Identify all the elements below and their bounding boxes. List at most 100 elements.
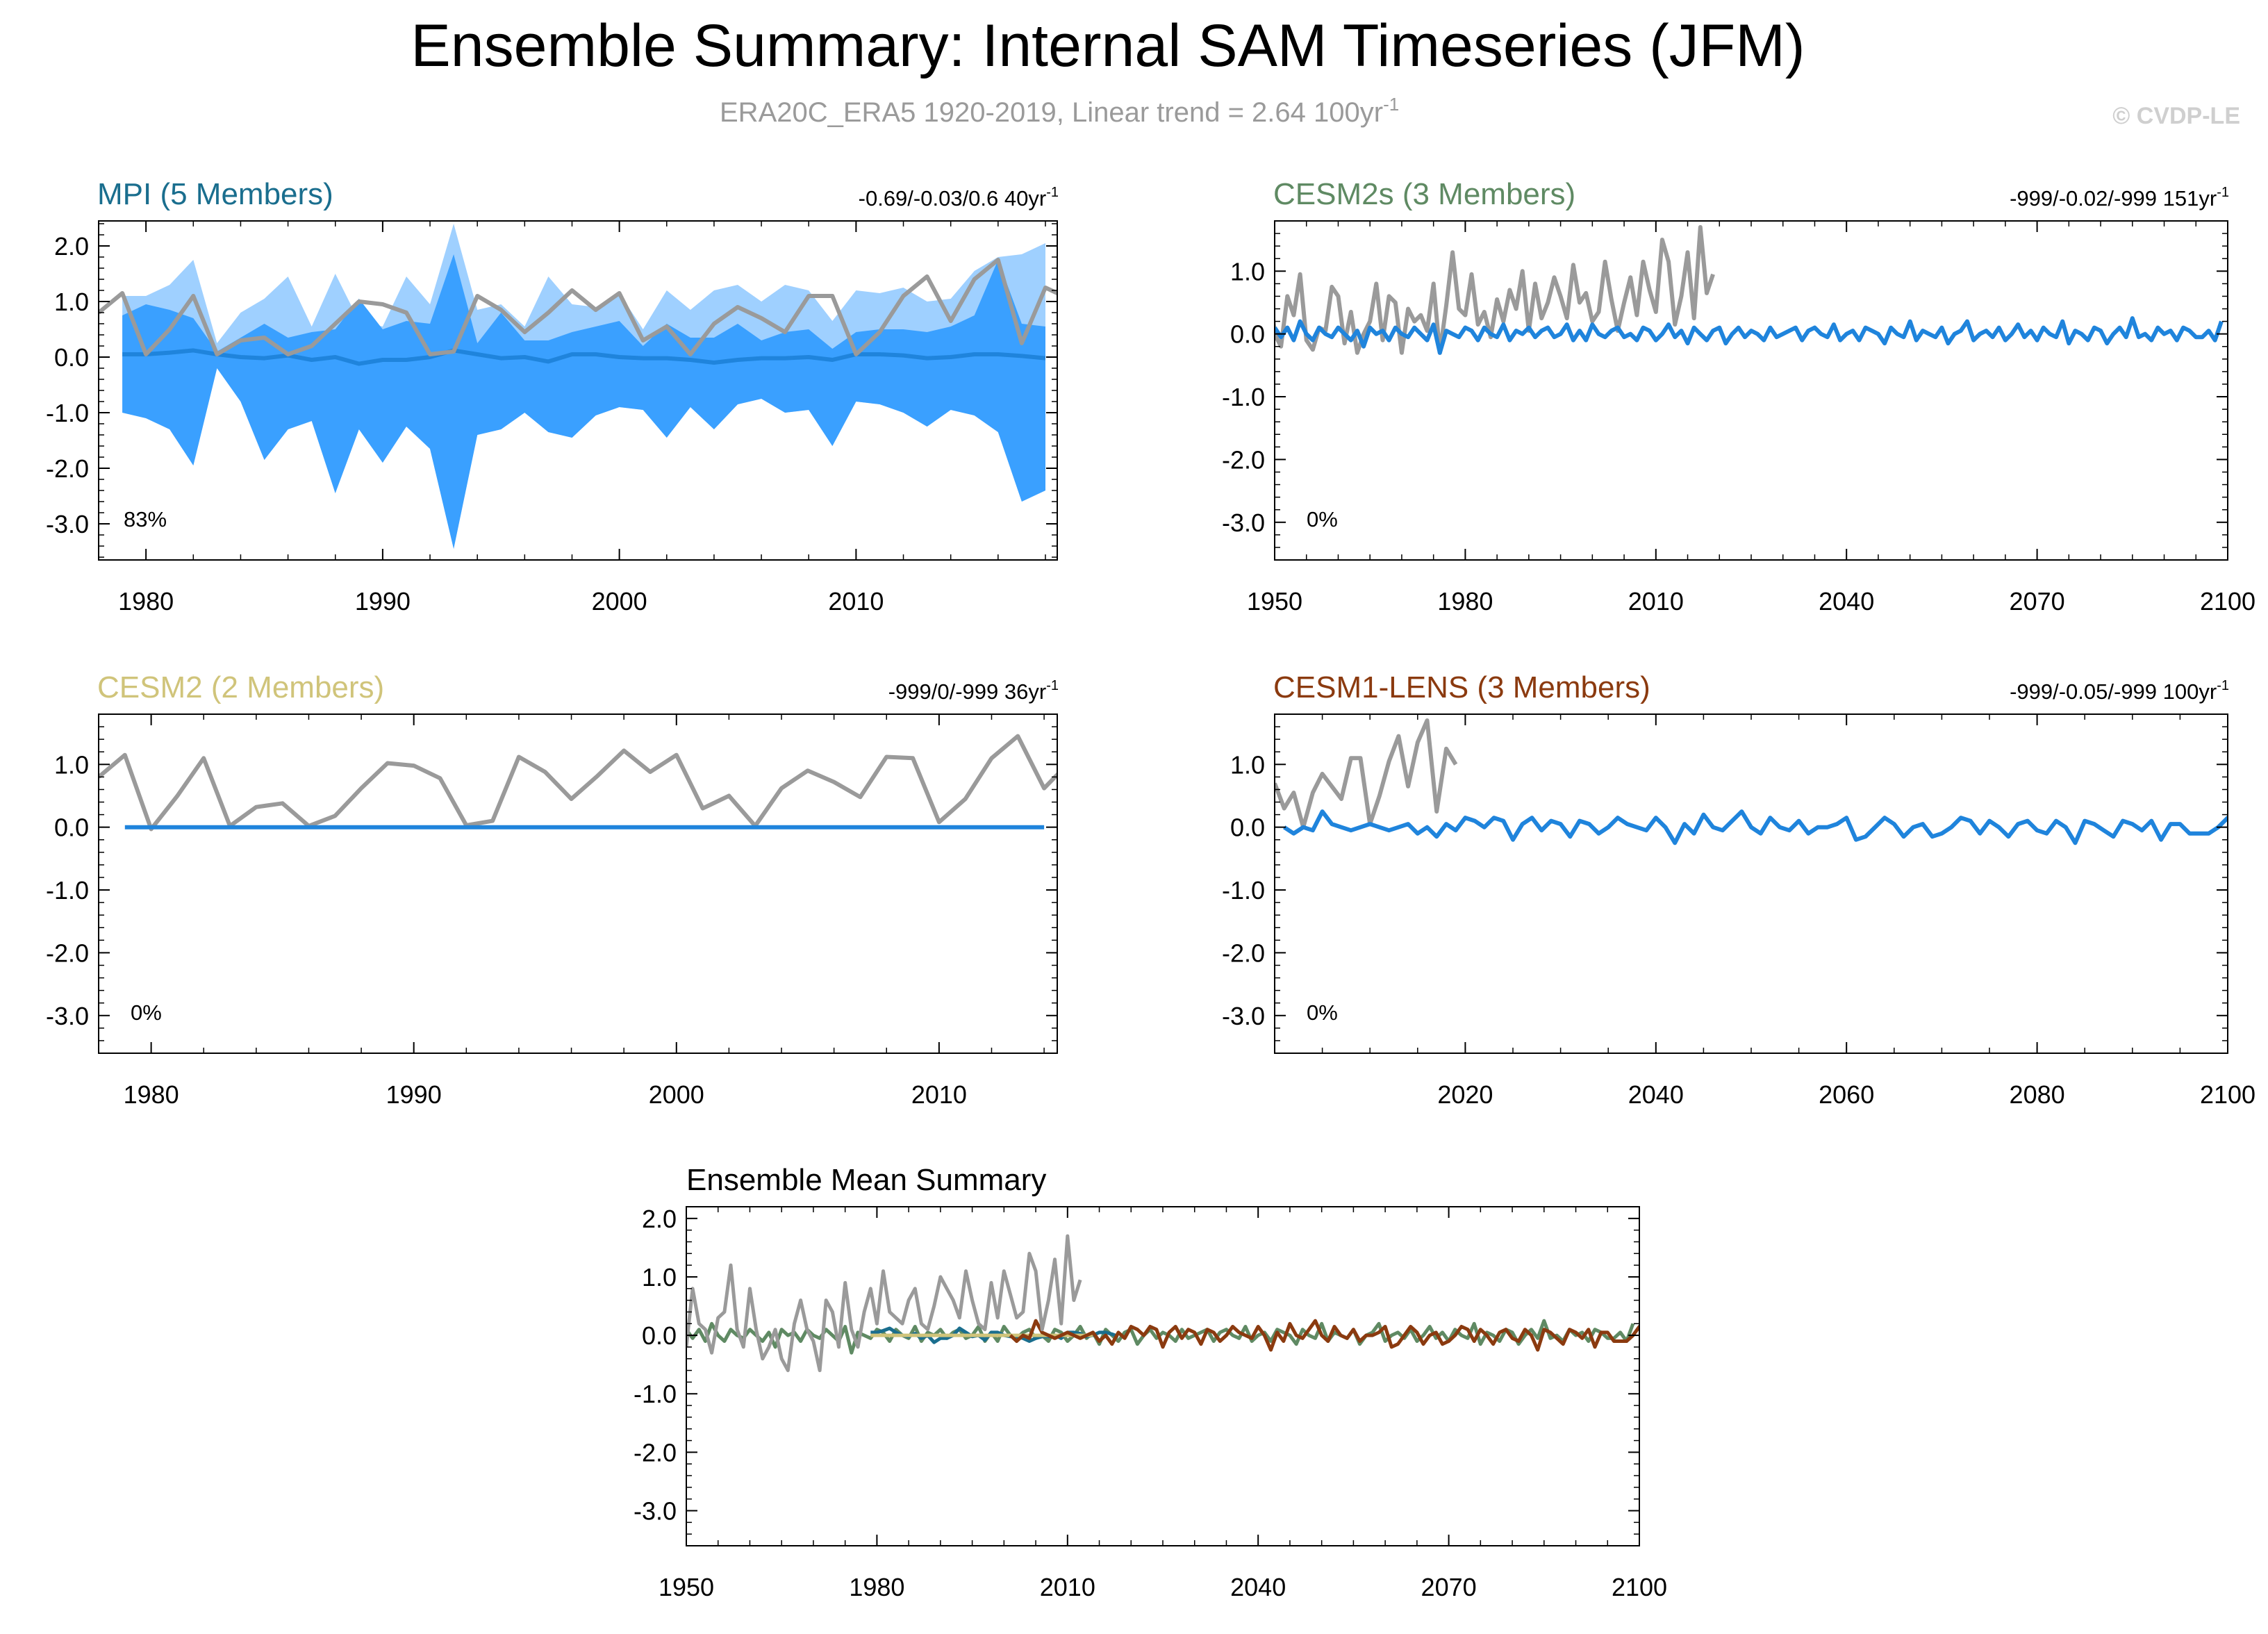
figure-title: Ensemble Summary: Internal SAM Timeserie…: [411, 13, 1805, 79]
x-tick-label: 2100: [1612, 1573, 1667, 1601]
x-tick-label: 2040: [1628, 1080, 1684, 1109]
obs-line: [1275, 225, 1715, 355]
y-tick-label: -2.0: [1222, 445, 1265, 474]
ensemble-mean-line: [1275, 316, 2224, 355]
x-tick-label: 1990: [355, 587, 411, 616]
x-tick-label: 2010: [1628, 587, 1684, 616]
x-tick-label: 2080: [2010, 1080, 2065, 1109]
ensemble-mean-line: [122, 348, 1046, 366]
ensemble-mean-line: [1283, 809, 2228, 845]
x-tick-label: 1980: [124, 1080, 179, 1109]
trend-stat-sup: -1: [2217, 678, 2229, 693]
x-tick-label: 2060: [1819, 1080, 1874, 1109]
y-tick-label: -1.0: [46, 876, 89, 905]
y-tick-label: 0.0: [1230, 814, 1265, 842]
x-tick-label: 1980: [118, 587, 174, 616]
y-tick-label: 0.0: [1230, 320, 1265, 349]
plot-area: [99, 224, 1057, 549]
y-tick-label: -1.0: [634, 1380, 677, 1408]
panel-ensemble-mean: Ensemble Mean Summary 2.0 1.0 0.0 -1.0 -2.0 -3…: [634, 1163, 1667, 1601]
y-tick-label: -1.0: [1222, 383, 1265, 411]
plot-area: [99, 734, 1057, 832]
y-tick-label: 0.0: [54, 814, 89, 842]
trend-stat-label: -999/-0.05/-999 100yr-1: [2010, 678, 2229, 704]
trend-stat-label: -999/-0.02/-999 151yr-1: [2010, 185, 2229, 211]
plot-area: [1275, 718, 2228, 845]
panel-cesm2s: CESM2s (3 Members) -999/-0.02/-999 151yr-…: [1222, 177, 2255, 616]
y-tick-label: -2.0: [634, 1438, 677, 1467]
series-line-cesm1-lens: [1009, 1319, 1639, 1352]
trend-stat-label: -999/0/-999 36yr-1: [888, 678, 1059, 704]
x-tick-label: 2040: [1230, 1573, 1286, 1601]
x-tick-label: 2100: [2200, 587, 2255, 616]
y-tick-label: 2.0: [642, 1205, 677, 1233]
obs-line: [686, 1234, 1082, 1373]
x-tick-label: 2100: [2200, 1080, 2255, 1109]
y-tick-label: -2.0: [46, 939, 89, 967]
plot-frame: [1274, 713, 2228, 1054]
panel-cesm2: CESM2 (2 Members) -999/0/-999 36yr-1 1.0 0.…: [46, 670, 1059, 1109]
plot-frame: [686, 1206, 1640, 1546]
y-tick-label: -1.0: [46, 399, 89, 427]
x-tick-label: 1950: [1247, 587, 1302, 616]
plot-area: [686, 1234, 1639, 1373]
subtitle-sup: -1: [1383, 94, 1399, 115]
obs-line: [99, 734, 1057, 832]
x-tick-label: 1990: [386, 1080, 442, 1109]
y-tick-label: -3.0: [1222, 1002, 1265, 1030]
subtitle-text: ERA20C_ERA5 1920-2019, Linear trend = 2.…: [720, 97, 1383, 128]
x-tick-label: 1950: [659, 1573, 714, 1601]
panel-title: CESM1-LENS (3 Members): [1273, 670, 1650, 704]
plot-area: [1275, 225, 2224, 355]
x-tick-label: 2040: [1819, 587, 1874, 616]
y-tick-label: 1.0: [54, 750, 89, 779]
y-tick-label: 1.0: [54, 288, 89, 316]
trend-stat-sup: -1: [1046, 678, 1059, 693]
x-tick-label: 1980: [1437, 587, 1493, 616]
panel-title: MPI (5 Members): [97, 177, 333, 211]
trend-stat-label: -0.69/-0.03/0.6 40yr-1: [859, 185, 1059, 211]
x-tick-label: 1980: [849, 1573, 904, 1601]
trend-stat-text: -0.69/-0.03/0.6 40yr: [859, 186, 1047, 211]
x-tick-label: 2070: [1421, 1573, 1477, 1601]
trend-stat-text: -999/-0.02/-999 151yr: [2010, 186, 2217, 211]
x-tick-label: 2000: [649, 1080, 704, 1109]
y-tick-label: 1.0: [642, 1263, 677, 1291]
trend-stat-text: -999/-0.05/-999 100yr: [2010, 679, 2217, 704]
ensemble-inner-band: [122, 254, 1046, 549]
x-tick-label: 2010: [911, 1080, 967, 1109]
y-tick-label: -2.0: [46, 454, 89, 483]
panel-title: CESM2 (2 Members): [97, 670, 384, 704]
y-tick-label: -3.0: [46, 510, 89, 538]
x-tick-label: 2010: [1040, 1573, 1095, 1601]
obs-line: [99, 258, 1057, 356]
plot-frame: [1274, 220, 2228, 561]
percent-label: 83%: [124, 507, 167, 531]
x-tick-label: 2070: [2010, 587, 2065, 616]
y-tick-label: -3.0: [634, 1497, 677, 1526]
panel-cesm1: CESM1-LENS (3 Members) -999/-0.05/-999 10…: [1222, 670, 2255, 1109]
y-tick-label: 1.0: [1230, 257, 1265, 286]
y-tick-label: -1.0: [1222, 876, 1265, 905]
figure-subtitle: ERA20C_ERA5 1920-2019, Linear trend = 2.…: [720, 94, 1399, 128]
percent-label: 0%: [1307, 507, 1338, 531]
y-tick-label: -2.0: [1222, 939, 1265, 967]
panel-mpi: MPI (5 Members) -0.69/-0.03/0.6 40yr-1 2.0…: [46, 177, 1059, 616]
y-tick-label: 0.0: [642, 1321, 677, 1350]
y-tick-label: -3.0: [46, 1002, 89, 1030]
y-tick-label: 1.0: [1230, 750, 1265, 779]
trend-stat-sup: -1: [2217, 185, 2229, 200]
copyright-label: © CVDP-LE: [2112, 103, 2240, 129]
panel-title: CESM2s (3 Members): [1273, 177, 1575, 211]
x-tick-label: 2010: [828, 587, 884, 616]
percent-label: 0%: [1307, 1000, 1338, 1025]
plot-frame: [98, 713, 1058, 1054]
y-tick-label: 2.0: [54, 232, 89, 261]
panels: MPI (5 Members) -0.69/-0.03/0.6 40yr-12.0…: [46, 177, 2255, 1601]
x-tick-label: 2000: [592, 587, 647, 616]
obs-line: [1275, 718, 1458, 830]
trend-stat-sup: -1: [1046, 185, 1059, 200]
y-tick-label: -3.0: [1222, 509, 1265, 537]
panel-title: Ensemble Mean Summary: [686, 1163, 1046, 1197]
